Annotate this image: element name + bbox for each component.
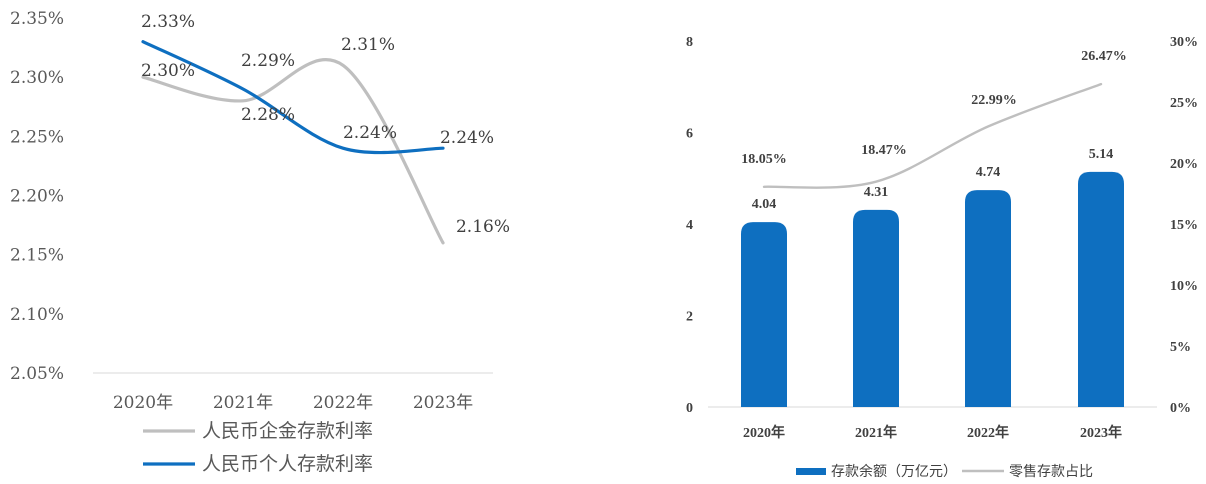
y2-tick-label: 25%: [1170, 96, 1198, 111]
data-label: 2.33%: [141, 12, 195, 32]
legend-label: 存款余额（万亿元）: [831, 463, 957, 480]
x-tick-label: 2022年: [967, 424, 1009, 441]
bar: [853, 209, 899, 407]
x-tick-label: 2020年: [743, 424, 785, 441]
y-tick-label: 2.10%: [10, 305, 64, 325]
legend-label: 人民币个人存款利率: [202, 453, 373, 475]
bar: [965, 190, 1011, 407]
line-value-label: 18.05%: [741, 152, 787, 167]
y-tick-label: 8: [686, 35, 693, 50]
legend-label: 人民币企金存款利率: [202, 420, 373, 442]
x-tick-label: 2023年: [413, 393, 473, 413]
data-label: 2.31%: [341, 35, 395, 55]
y-tick-label: 0: [686, 401, 693, 416]
y-tick-label: 2: [686, 310, 693, 325]
line-value-label: 18.47%: [861, 143, 907, 158]
y2-tick-label: 30%: [1170, 35, 1198, 50]
y2-tick-label: 5%: [1170, 340, 1191, 355]
share-line: [762, 82, 1103, 189]
y-tick-label: 2.05%: [10, 364, 64, 384]
bar: [741, 222, 787, 407]
left-line-chart: 2.05% 2.10% 2.15% 2.20% 2.25% 2.30% 2.35% 2020年…: [10, 9, 510, 475]
y-tick-label: 2.30%: [10, 68, 64, 88]
line-value-label: 22.99%: [971, 93, 1017, 108]
data-label: 2.24%: [440, 128, 494, 148]
x-tick-label: 2021年: [213, 393, 273, 413]
y-tick-label: 2.35%: [10, 9, 64, 29]
bar-value-label: 5.14: [1089, 147, 1114, 162]
y-tick-label: 2.15%: [10, 246, 64, 266]
y2-tick-label: 10%: [1170, 279, 1198, 294]
data-label: 2.16%: [456, 217, 510, 237]
series-line-1: [141, 58, 445, 245]
right-combo-chart: 0 2 4 6 8 0% 5% 10% 15% 20% 25% 30% 4.04 4.31 4.74 5.14…: [686, 35, 1198, 480]
bar-value-label: 4.04: [752, 197, 777, 212]
y-tick-label: 2.25%: [10, 127, 64, 147]
x-tick-label: 2021年: [855, 424, 897, 441]
x-tick-label: 2023年: [1080, 424, 1122, 441]
legend-swatch-bar: [796, 468, 826, 475]
y-tick-label: 4: [686, 218, 693, 233]
x-tick-label: 2022年: [313, 393, 373, 413]
y2-tick-label: 20%: [1170, 157, 1198, 172]
bar-value-label: 4.74: [976, 165, 1001, 180]
bar: [1078, 171, 1124, 407]
legend-label: 零售存款占比: [1009, 464, 1093, 480]
series-line-2: [141, 40, 445, 155]
line-value-label: 26.47%: [1081, 49, 1127, 64]
bar-value-label: 4.31: [864, 185, 889, 200]
y-tick-label: 6: [686, 127, 693, 142]
data-label: 2.29%: [241, 51, 295, 71]
x-tick-label: 2020年: [113, 393, 173, 413]
data-label: 2.30%: [141, 61, 195, 81]
y-tick-label: 2.20%: [10, 187, 64, 207]
data-label: 2.24%: [343, 123, 397, 143]
y2-tick-label: 15%: [1170, 218, 1198, 233]
y2-tick-label: 0%: [1170, 401, 1191, 416]
data-label: 2.28%: [241, 105, 295, 125]
